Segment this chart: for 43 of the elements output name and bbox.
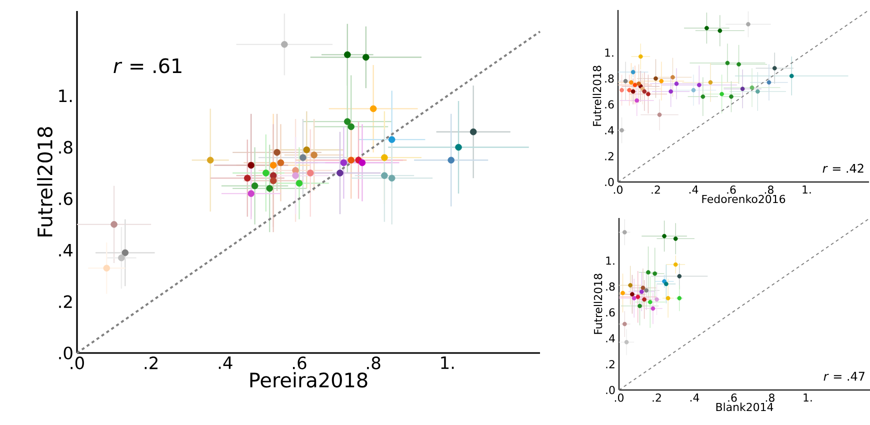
- y-tick-label: 1.: [605, 48, 614, 57]
- y-tick-label: .4: [606, 334, 615, 342]
- x-tick-label: .6: [292, 356, 306, 370]
- x-axis-title: Blank2014: [716, 402, 774, 412]
- x-tick-label: .8: [764, 186, 774, 194]
- annotation: r = .47: [824, 372, 864, 381]
- x-tick-label: .8: [367, 356, 380, 370]
- x-tick-label: .4: [218, 356, 232, 369]
- y-axis-title: Futrell2018: [594, 274, 602, 334]
- x-tick-label: 1.: [802, 186, 811, 194]
- y-tick-label: 1.: [59, 90, 72, 102]
- y-tick-label: .4: [605, 126, 614, 134]
- x-tick-label: .6: [728, 394, 737, 402]
- annotation: r = .61: [114, 58, 182, 74]
- x-tick-label: .4: [690, 394, 700, 402]
- x-tick-label: .2: [652, 186, 660, 194]
- annotation: r = .42: [822, 164, 864, 173]
- x-tick-label: 1.: [441, 356, 454, 369]
- y-tick-label: .6: [605, 100, 614, 109]
- y-axis-title: Futrell2018: [592, 66, 602, 126]
- y-axis-title: Futrell2018: [37, 127, 52, 236]
- y-tick-label: .0: [59, 346, 72, 360]
- x-tick-label: .8: [766, 394, 774, 402]
- y-tick-label: .2: [605, 152, 614, 160]
- y-tick-label: .8: [606, 282, 615, 291]
- x-tick-label: .0: [70, 356, 84, 370]
- y-tick-label: 1.: [606, 256, 614, 265]
- y-tick-label: .0: [606, 386, 615, 394]
- x-axis-title: Fedorenko2016: [702, 194, 786, 204]
- x-axis-title: Pereira2018: [250, 372, 368, 388]
- x-tick-label: .0: [614, 186, 622, 194]
- y-tick-label: .2: [59, 295, 72, 308]
- y-tick-label: .0: [605, 178, 614, 186]
- y-tick-label: .8: [605, 74, 614, 83]
- x-tick-label: .4: [689, 186, 698, 194]
- x-tick-label: .2: [652, 394, 661, 402]
- x-tick-label: .0: [614, 394, 624, 402]
- y-tick-label: .6: [606, 308, 615, 317]
- x-tick-label: .2: [144, 356, 158, 370]
- y-tick-label: .8: [59, 140, 72, 154]
- y-tick-label: .4: [59, 244, 73, 256]
- x-tick-label: .6: [727, 186, 736, 194]
- x-tick-label: 1.: [804, 394, 812, 402]
